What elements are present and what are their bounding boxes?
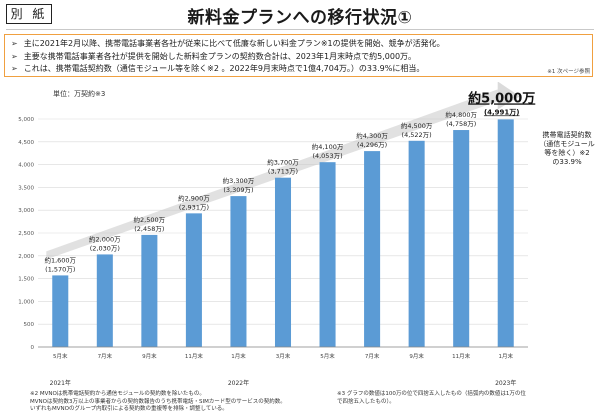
x-tick-label: 1月末 [498,352,513,360]
bar [274,177,292,347]
footnote-line: で四捨五入したもの）。 [337,398,395,405]
arrow-bullet-icon: ➢ [11,51,18,61]
data-label-exact: (1,570万) [45,265,75,273]
bar [453,130,470,347]
y-tick-label: 2,000 [18,254,34,260]
x-tick-label: 11月末 [452,352,470,360]
summary-bullet-text: これは、携帯電話契約数（通信モジュール等を除く※2 。2022年9月末時点で1億… [23,64,425,73]
bar [141,234,158,347]
trend-arrow-head [497,82,520,110]
footnote-line: ※3 グラフの数値は100万の位で四捨五入したもの（括弧内の数値は1万の位 [337,391,526,397]
y-tick-label: 0 [31,345,35,351]
data-label-rounded: 約3,300万 [223,176,255,185]
data-label-exact: (4,053万) [312,152,342,160]
footnote-left: ※2 MVNOは携帯電話契約から通信モジュールの契約数を除いたもの。 MVNOは… [30,391,286,414]
bar [319,162,336,347]
y-tick-label: 2,500 [18,231,34,237]
arrow-bullet-icon: ➢ [11,39,18,48]
title-divider [6,29,594,30]
side-annotation-line: 携帯電話契約数 [543,130,592,139]
page-title: 新料金プランへの移行状況① [187,8,413,28]
data-label-rounded: 約4,500万 [401,121,433,130]
x-tick-label: 11月末 [185,352,203,360]
annex-tag: 別 紙 [6,4,52,24]
data-label-exact: (4,991万) [484,108,520,116]
trend-arrow-band [46,89,498,260]
y-tick-label: 1,000 [18,299,34,305]
x-tick-label: 1月末 [231,352,246,360]
summary-bullet-text: 主に2021年2月以降、携帯電話事業者各社が従来に比べて低廉な新しい料金プラン※… [23,39,445,48]
x-tick-label: 7月末 [365,352,380,360]
contracts-bar-chart: 単位：万契約※3 0 500 1,000 1,500 2,000 2,500 3,000 3,5… [18,82,595,387]
bar [497,119,514,347]
summary-bullet: ➢ 主要な携帯電話事業者各社が提供を開始した新料金プランの契約数合計は、2023年… [11,51,586,64]
y-tick-label: 1,500 [18,277,34,283]
year-label: 2021年 [50,379,71,387]
y-tick-label: 4,000 [18,163,34,169]
data-label-exact: (4,296万) [357,141,387,149]
x-tick-label: 7月末 [98,352,113,360]
footnote-right: ※3 グラフの数値は100万の位で四捨五入したもの（括弧内の数値は1万の位 で四… [337,391,526,406]
data-label-rounded: 約4,300万 [356,131,388,140]
side-annotation-line: 等を除く）※2 [544,148,589,157]
data-label-rounded: 約2,900万 [178,193,210,202]
y-tick-label: 4,500 [18,140,34,146]
data-label-rounded: 約4,100万 [312,142,344,151]
summary-bullet: ➢ 主に2021年2月以降、携帯電話事業者各社が従来に比べて低廉な新しい料金プラン… [11,38,586,51]
bar [408,140,425,347]
unit-label: 単位：万契約※3 [53,89,105,98]
next-page-note: ※1 次ページ参照 [547,69,590,75]
data-label-exact: (2,458万) [134,225,164,233]
arrow-bullet-icon: ➢ [11,64,18,73]
x-tick-label: 9月末 [409,352,424,360]
bar [185,213,202,347]
data-label-rounded: 約2,500万 [134,215,166,224]
data-label-rounded: 約5,000万 [468,90,535,106]
y-tick-label: 500 [24,322,35,328]
data-label-rounded: 約1,600万 [44,255,76,264]
bar [230,196,247,347]
side-annotation-line: （通信モジュール [539,139,595,148]
bar [364,151,381,347]
x-tick-label: 5月末 [320,352,335,360]
data-label-exact: (2,931万) [179,203,209,211]
year-label: 2023年 [495,379,516,387]
bar [52,275,69,347]
data-label-exact: (4,758万) [446,120,476,128]
data-label-exact: (3,713万) [268,168,298,176]
summary-box: ➢ 主に2021年2月以降、携帯電話事業者各社が従来に比べて低廉な新しい料金プラン… [4,34,593,77]
summary-bullet-text: 主要な携帯電話事業者各社が提供を開始した新料金プランの契約数合計は、2023年1… [23,51,417,61]
year-label: 2022年 [228,379,249,387]
side-annotation-line: の33.9% [552,158,582,166]
data-label-exact: (2,030万) [90,244,120,252]
y-tick-label: 5,000 [18,117,34,123]
summary-bullet: ➢ これは、携帯電話契約数（通信モジュール等を除く※2 。2022年9月末時点で1… [11,63,586,76]
y-tick-label: 3,500 [18,185,34,191]
data-label-rounded: 約4,800万 [445,110,477,119]
footnote-line: いずれもMVNOのグループ内取引による契約数の重複等を排除・調整している。 [30,406,228,412]
y-tick-label: 3,000 [18,208,34,214]
data-label-rounded: 約3,700万 [267,158,299,167]
footnote-line: ※2 MVNOは携帯電話契約から通信モジュールの契約数を除いたもの。 [30,391,205,397]
footnote-line: MVNOは契約数3万以上の事業者からの契約数報告のうち携帯電話・SIMカード型の… [30,398,286,405]
bar [96,254,113,347]
data-label-rounded: 約2,000万 [89,234,121,243]
x-tick-label: 5月末 [53,352,68,360]
x-tick-label: 3月末 [276,352,291,360]
data-label-exact: (4,522万) [402,131,432,139]
x-tick-label: 9月末 [142,352,157,360]
data-label-exact: (3,309万) [223,186,253,194]
